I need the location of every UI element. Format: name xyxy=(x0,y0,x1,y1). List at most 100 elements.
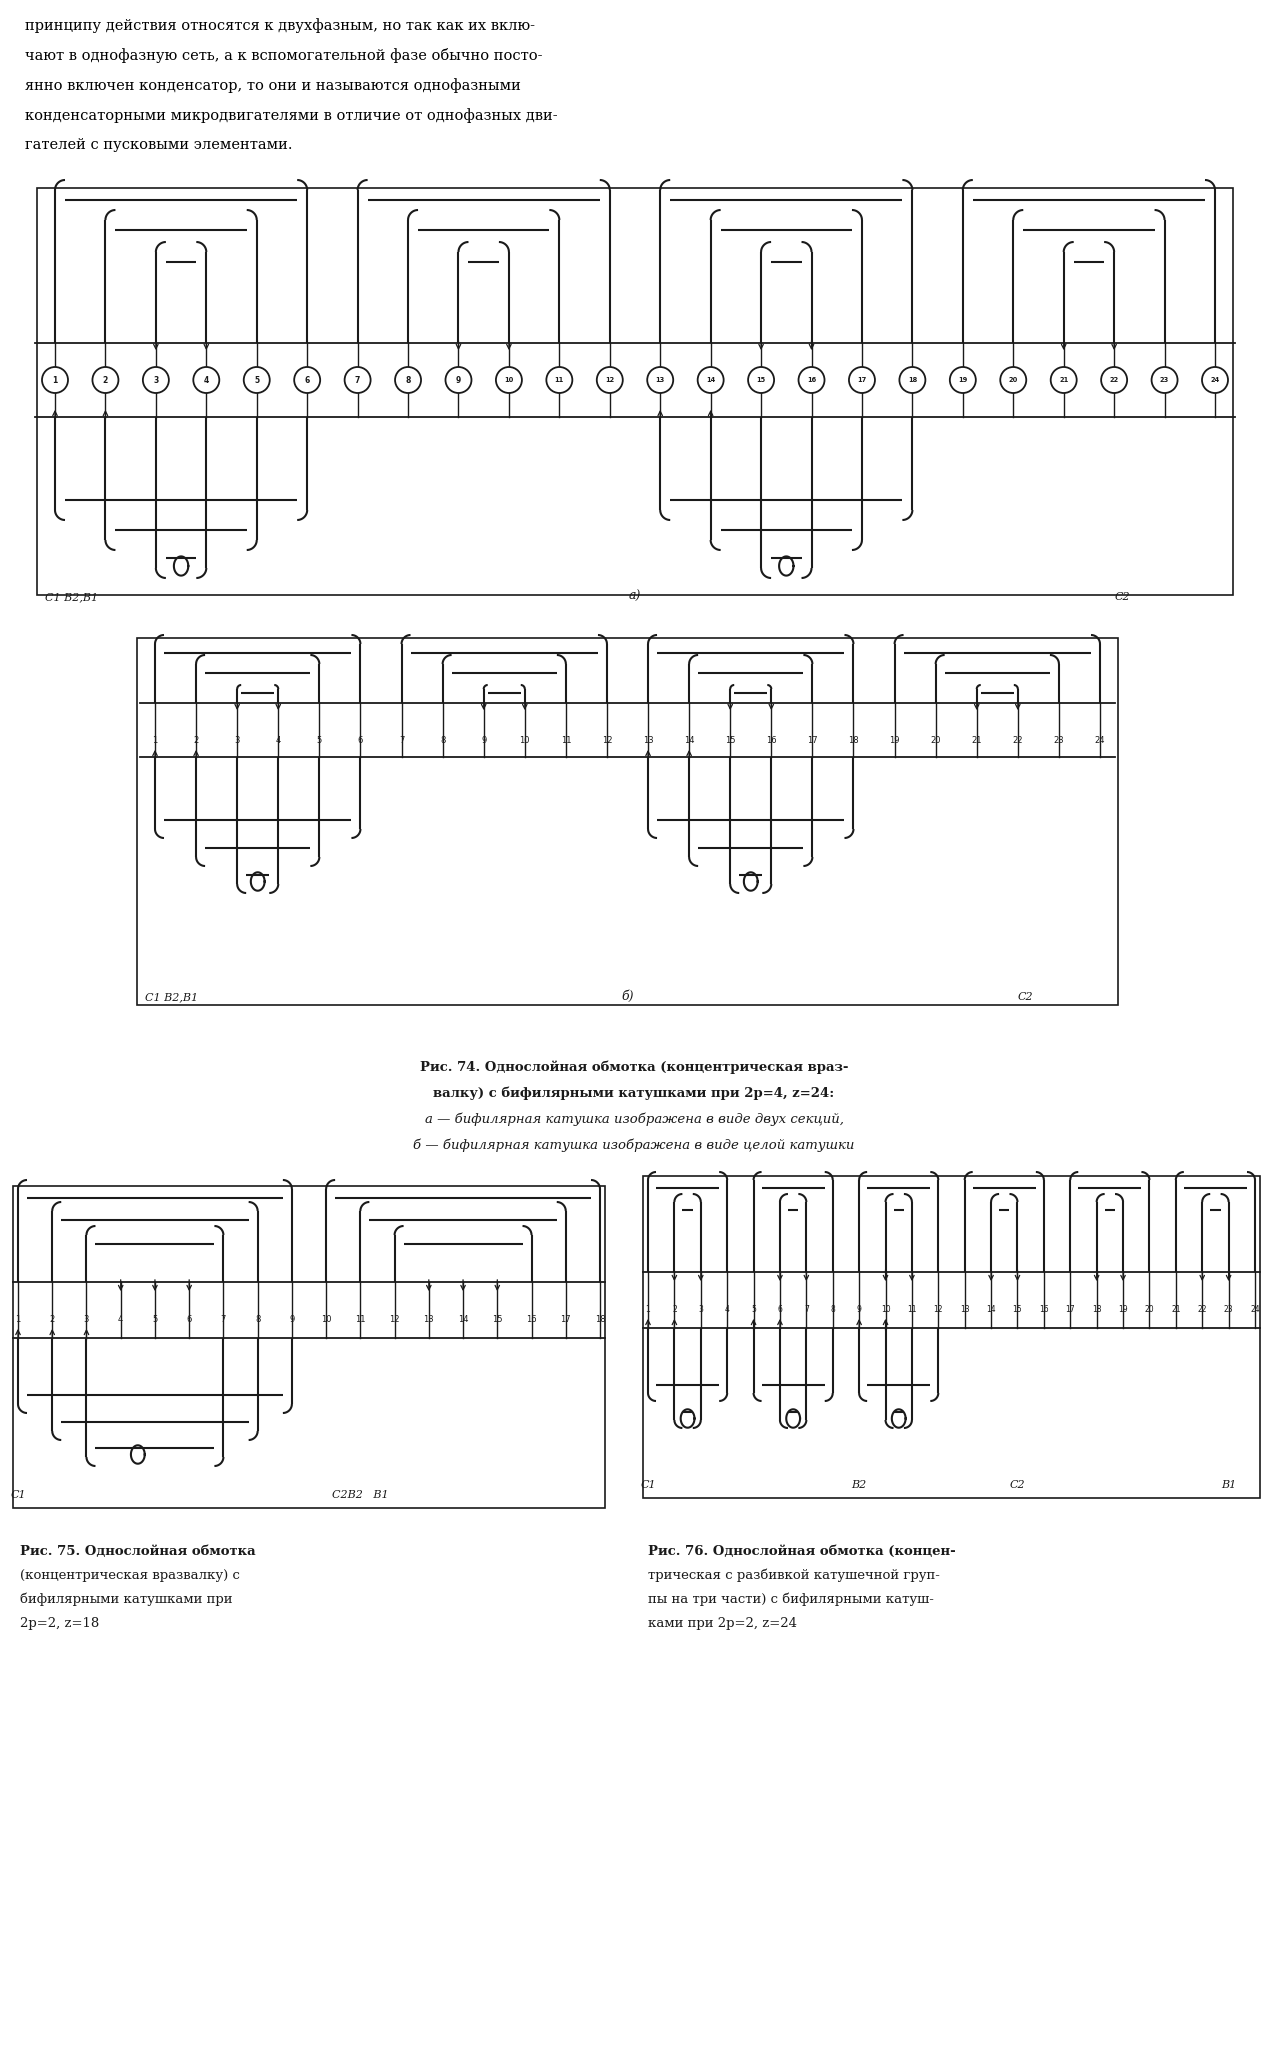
Text: 9: 9 xyxy=(456,375,462,384)
Text: 11: 11 xyxy=(907,1306,917,1314)
Circle shape xyxy=(547,367,572,392)
Text: С1 В2,В1: С1 В2,В1 xyxy=(44,592,98,602)
Text: Рис. 75. Однослойная обмотка: Рис. 75. Однослойная обмотка xyxy=(20,1545,256,1558)
Text: 14: 14 xyxy=(683,736,695,745)
Text: 9: 9 xyxy=(289,1316,294,1324)
Circle shape xyxy=(950,367,976,392)
Text: 24: 24 xyxy=(1211,378,1220,384)
Text: 5: 5 xyxy=(751,1306,756,1314)
Text: чают в однофазную сеть, а к вспомогательной фазе обычно посто-: чают в однофазную сеть, а к вспомогатель… xyxy=(25,47,543,64)
Text: 20: 20 xyxy=(1008,378,1018,384)
Text: пы на три части) с бифилярными катуш-: пы на три части) с бифилярными катуш- xyxy=(648,1593,933,1607)
Text: 16: 16 xyxy=(1038,1306,1049,1314)
Text: 18: 18 xyxy=(1092,1306,1102,1314)
Text: 16: 16 xyxy=(526,1316,536,1324)
Text: 1: 1 xyxy=(152,736,157,745)
Text: 3: 3 xyxy=(84,1316,89,1324)
Text: 20: 20 xyxy=(1145,1306,1154,1314)
Text: 3: 3 xyxy=(699,1306,704,1314)
Circle shape xyxy=(396,367,421,392)
Text: 1: 1 xyxy=(52,375,57,384)
Text: 2: 2 xyxy=(103,375,108,384)
Text: 8: 8 xyxy=(440,736,445,745)
Text: Рис. 76. Однослойная обмотка (концен-: Рис. 76. Однослойная обмотка (концен- xyxy=(648,1545,956,1558)
Text: С1: С1 xyxy=(640,1479,656,1489)
Circle shape xyxy=(193,367,219,392)
Text: б): б) xyxy=(621,990,634,1003)
Text: 23: 23 xyxy=(1224,1306,1234,1314)
Text: 15: 15 xyxy=(1013,1306,1022,1314)
Circle shape xyxy=(445,367,472,392)
Text: (концентрическая вразвалку) с: (концентрическая вразвалку) с xyxy=(20,1570,240,1582)
Text: 16: 16 xyxy=(806,378,817,384)
Circle shape xyxy=(799,367,824,392)
Text: 16: 16 xyxy=(766,736,776,745)
Text: 12: 12 xyxy=(602,736,612,745)
Text: 4: 4 xyxy=(275,736,281,745)
Text: 1: 1 xyxy=(645,1306,650,1314)
Text: С2В2   В1: С2В2 В1 xyxy=(332,1489,389,1500)
Circle shape xyxy=(1151,367,1178,392)
Text: С1: С1 xyxy=(10,1489,25,1500)
Text: 3: 3 xyxy=(235,736,240,745)
Text: 5: 5 xyxy=(317,736,322,745)
Circle shape xyxy=(243,367,270,392)
Text: 13: 13 xyxy=(643,736,653,745)
Text: 2: 2 xyxy=(672,1306,677,1314)
Text: 13: 13 xyxy=(656,378,664,384)
Text: 15: 15 xyxy=(492,1316,502,1324)
Text: гателей с пусковыми элементами.: гателей с пусковыми элементами. xyxy=(25,138,293,153)
Text: 23: 23 xyxy=(1160,378,1169,384)
Text: 2р=2, z=18: 2р=2, z=18 xyxy=(20,1617,99,1630)
Text: 10: 10 xyxy=(505,378,514,384)
Text: 24: 24 xyxy=(1094,736,1106,745)
Text: 11: 11 xyxy=(355,1316,365,1324)
Text: 13: 13 xyxy=(960,1306,970,1314)
Text: 19: 19 xyxy=(959,378,967,384)
Text: 12: 12 xyxy=(933,1306,943,1314)
Text: 3: 3 xyxy=(153,375,158,384)
Text: 7: 7 xyxy=(399,736,404,745)
Text: 19: 19 xyxy=(1118,1306,1127,1314)
Text: 19: 19 xyxy=(889,736,900,745)
Text: 18: 18 xyxy=(908,378,917,384)
Text: 2: 2 xyxy=(194,736,199,745)
Text: 4: 4 xyxy=(204,375,209,384)
Text: 7: 7 xyxy=(355,375,360,384)
Text: 2: 2 xyxy=(49,1316,55,1324)
Circle shape xyxy=(748,367,773,392)
Text: 4: 4 xyxy=(725,1306,729,1314)
Text: ками при 2р=2, z=24: ками при 2р=2, z=24 xyxy=(648,1617,798,1630)
Circle shape xyxy=(597,367,623,392)
Text: 9: 9 xyxy=(857,1306,861,1314)
Circle shape xyxy=(1101,367,1127,392)
Circle shape xyxy=(1202,367,1227,392)
Text: 11: 11 xyxy=(554,378,564,384)
Text: Рис. 74. Однослойная обмотка (концентрическая враз-: Рис. 74. Однослойная обмотка (концентрич… xyxy=(420,1060,848,1073)
Text: 18: 18 xyxy=(848,736,858,745)
Circle shape xyxy=(345,367,370,392)
Circle shape xyxy=(697,367,724,392)
Text: 6: 6 xyxy=(777,1306,782,1314)
Text: 14: 14 xyxy=(706,378,715,384)
Text: янно включен конденсатор, то они и называются однофазными: янно включен конденсатор, то они и назыв… xyxy=(25,78,521,93)
Text: 7: 7 xyxy=(804,1306,809,1314)
Text: 6: 6 xyxy=(358,736,363,745)
Text: 24: 24 xyxy=(1250,1306,1260,1314)
Text: 12: 12 xyxy=(605,378,615,384)
Text: 14: 14 xyxy=(458,1316,468,1324)
Circle shape xyxy=(850,367,875,392)
Text: 22: 22 xyxy=(1013,736,1023,745)
Text: 21: 21 xyxy=(1059,378,1069,384)
Text: 17: 17 xyxy=(806,736,818,745)
Text: 21: 21 xyxy=(1172,1306,1181,1314)
Text: 17: 17 xyxy=(560,1316,571,1324)
Circle shape xyxy=(143,367,169,392)
Text: а): а) xyxy=(629,590,642,602)
Text: б — бифилярная катушка изображена в виде целой катушки: б — бифилярная катушка изображена в виде… xyxy=(413,1139,855,1151)
Text: 1: 1 xyxy=(15,1316,20,1324)
Text: С2: С2 xyxy=(1115,592,1130,602)
Circle shape xyxy=(93,367,118,392)
Circle shape xyxy=(899,367,926,392)
Text: 9: 9 xyxy=(481,736,487,745)
